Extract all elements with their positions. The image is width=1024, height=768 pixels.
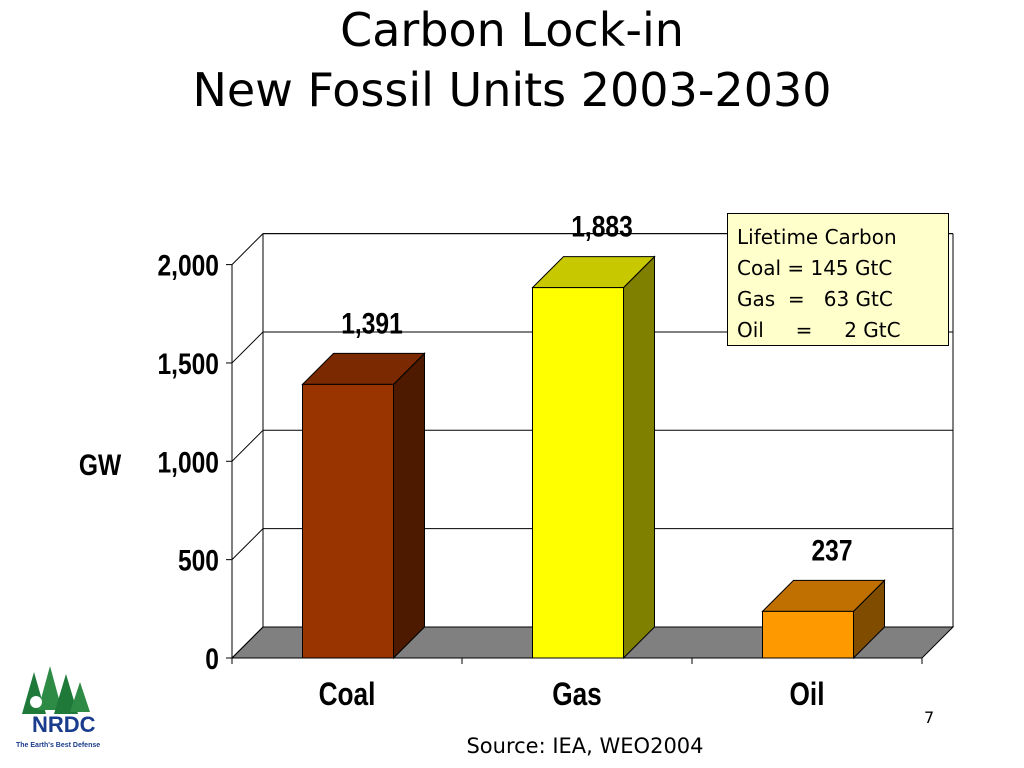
legend-line-title: Lifetime Carbon: [737, 225, 897, 249]
bar-value-label: 237: [811, 533, 852, 567]
x-category-label: Gas: [552, 678, 602, 713]
y-tick-label: 2,000: [157, 248, 219, 282]
lifetime-carbon-box: Lifetime Carbon Coal = 145 GtC Gas = 63 …: [727, 213, 949, 346]
svg-text:NRDC: NRDC: [32, 712, 96, 737]
title-line-1: Carbon Lock-in: [340, 3, 684, 57]
nrdc-logo: NRDC The Earth's Best Defense: [16, 666, 100, 749]
slide-title: Carbon Lock-in New Fossil Units 2003-203…: [0, 0, 1024, 120]
y-tick-label: 0: [205, 642, 219, 676]
svg-text:The Earth's Best Defense: The Earth's Best Defense: [16, 742, 100, 749]
legend-line-oil: Oil = 2 GtC: [737, 318, 901, 342]
bar-side: [623, 255, 655, 660]
chart-bars: [301, 255, 886, 660]
bar-oil: [761, 579, 886, 660]
source-note: Source: IEA, WEO2004: [466, 734, 704, 758]
y-tick-label: 1,500: [157, 347, 219, 381]
bar-front: [532, 287, 624, 659]
chart-labels: 0 500 1,000 1,500 2,000 GW 1,391 Coal 1,883 Gas 23…: [79, 209, 853, 712]
bar-coal: [301, 352, 426, 660]
y-tick-label: 500: [178, 543, 219, 577]
x-category-label: Oil: [790, 678, 825, 713]
bar-value-label: 1,391: [341, 306, 403, 340]
x-category-label: Coal: [319, 678, 376, 713]
wall-gridline: [231, 626, 264, 659]
wall-gridline: [231, 233, 264, 265]
bar-value-label: 1,883: [571, 209, 633, 243]
wall-gridline: [231, 331, 264, 364]
wall-gridline: [231, 429, 264, 462]
title-line-2: New Fossil Units 2003-2030: [192, 63, 832, 117]
y-axis-label: GW: [79, 448, 121, 482]
bar-front: [302, 383, 394, 659]
legend-line-gas: Gas = 63 GtC: [737, 287, 893, 311]
bar-front: [762, 610, 854, 659]
bar-gas: [531, 255, 656, 660]
wall-gridline: [231, 528, 264, 561]
y-tick-label: 1,000: [157, 445, 219, 479]
page-number: 7: [924, 708, 935, 727]
bar-side: [393, 352, 425, 660]
legend-line-coal: Coal = 145 GtC: [737, 256, 893, 280]
